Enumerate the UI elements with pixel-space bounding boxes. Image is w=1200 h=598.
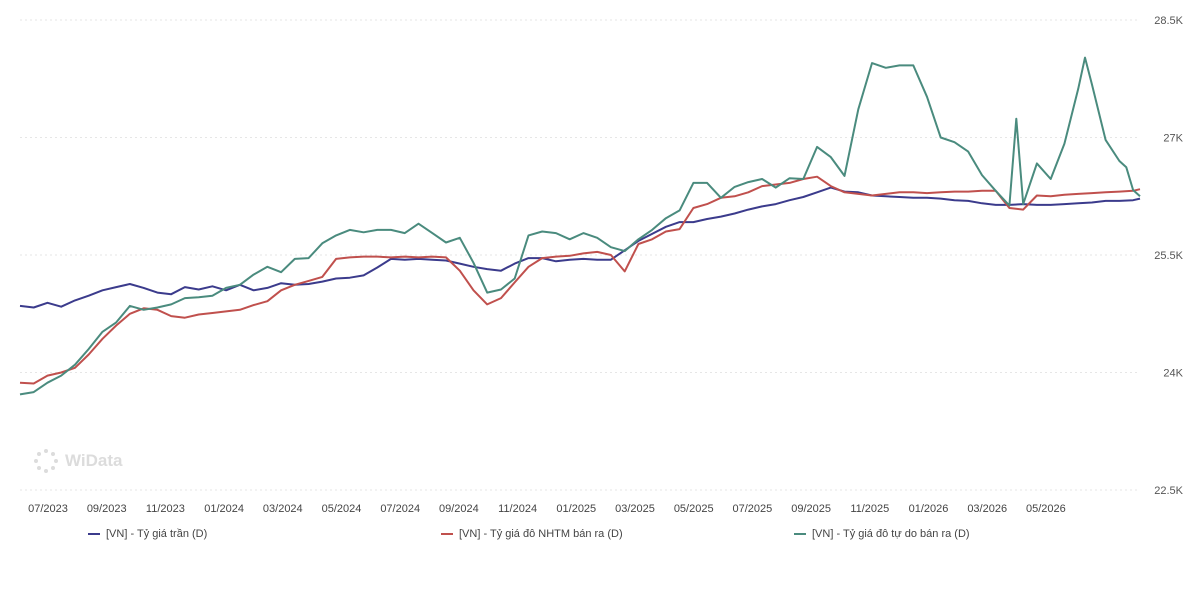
x-tick-label: 07/2023 (28, 503, 68, 515)
watermark: WiData (33, 448, 122, 474)
legend-item-ceiling-rate[interactable]: [VN] - Tỷ giá trần (D) (88, 528, 207, 540)
x-tick-label: 05/2025 (674, 503, 714, 515)
series-line-1 (19, 175, 1141, 385)
x-tick-label: 03/2024 (263, 503, 303, 515)
y-tick-label: 24K (1163, 368, 1183, 380)
series-line-0 (19, 186, 1141, 309)
x-tick-label: 01/2026 (909, 503, 949, 515)
x-tick-label: 01/2024 (204, 503, 244, 515)
legend-label: [VN] - Tỷ giá trần (D) (106, 528, 208, 540)
x-tick-label: 11/2025 (850, 503, 889, 515)
legend-swatch (794, 533, 806, 535)
x-tick-label: 07/2024 (380, 503, 420, 515)
legend-label: [VN] - Tỷ giá đô tự do bán ra (D) (812, 528, 970, 540)
y-tick-label: 22.5K (1154, 485, 1183, 497)
x-tick-label: 09/2025 (791, 503, 831, 515)
widata-logo-icon (34, 449, 58, 473)
x-tick-label: 07/2025 (733, 503, 773, 515)
x-tick-label: 09/2024 (439, 503, 479, 515)
x-tick-label: 03/2026 (967, 503, 1007, 515)
legend-item-bank-rate[interactable]: [VN] - Tỷ giá đô NHTM bán ra (D) (441, 528, 623, 540)
y-tick-label: 25.5K (1154, 250, 1183, 262)
x-tick-label: 01/2025 (556, 503, 596, 515)
series-line-2 (19, 56, 1141, 396)
legend-swatch (441, 533, 453, 535)
x-tick-label: 05/2026 (1026, 503, 1066, 515)
x-tick-label: 03/2025 (615, 503, 655, 515)
y-tick-label: 27K (1163, 133, 1183, 145)
x-tick-label: 11/2023 (146, 503, 185, 515)
y-tick-label: 28.5K (1154, 15, 1183, 27)
legend-label: [VN] - Tỷ giá đô NHTM bán ra (D) (459, 528, 623, 540)
legend: [VN] - Tỷ giá trần (D) [VN] - Tỷ giá đô … (0, 528, 1200, 548)
x-tick-label: 09/2023 (87, 503, 127, 515)
legend-swatch (88, 533, 100, 535)
legend-item-free-market-rate[interactable]: [VN] - Tỷ giá đô tự do bán ra (D) (794, 528, 970, 540)
watermark-text: WiData (65, 451, 123, 470)
x-tick-label: 05/2024 (322, 503, 362, 515)
x-tick-label: 11/2024 (498, 503, 537, 515)
